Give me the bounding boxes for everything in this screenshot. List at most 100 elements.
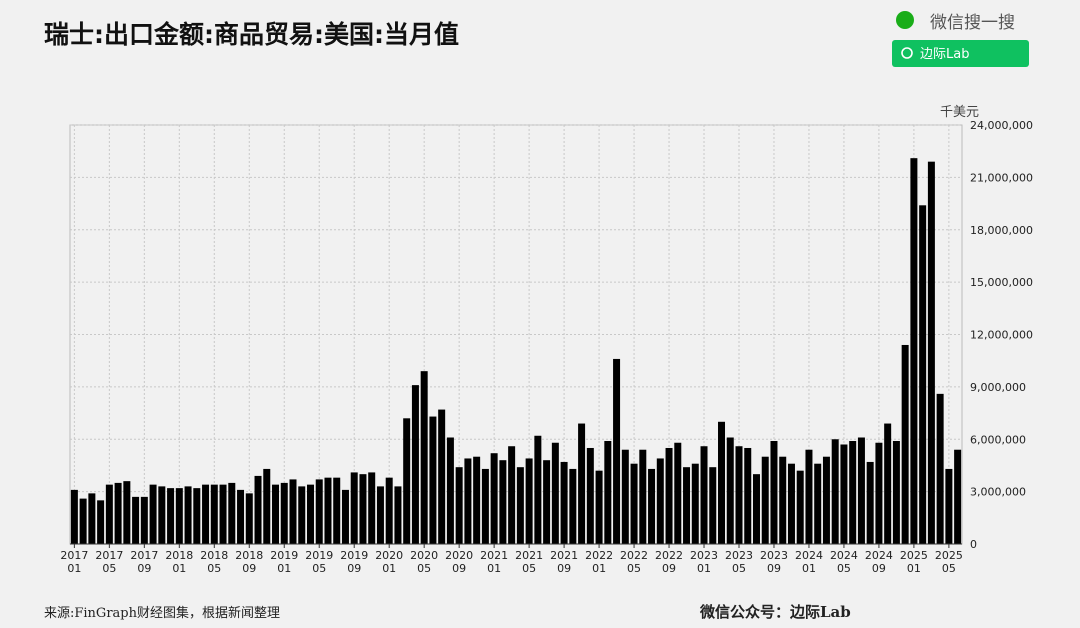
bar xyxy=(674,442,682,544)
bar xyxy=(910,158,918,544)
bar xyxy=(665,447,673,544)
bar xyxy=(175,488,183,544)
y-tick-label: 9,000,000 xyxy=(970,381,1026,394)
bar xyxy=(927,161,935,544)
bar xyxy=(70,489,78,544)
bar xyxy=(604,440,612,544)
search-button-label[interactable]: 边际Lab xyxy=(920,47,969,62)
x-tick-label: 2021 09 xyxy=(550,549,578,575)
bar xyxy=(639,449,647,544)
y-tick-label: 12,000,000 xyxy=(970,329,1033,342)
bar xyxy=(578,423,586,544)
bar xyxy=(901,344,909,544)
bar xyxy=(105,484,113,544)
bar xyxy=(543,460,551,544)
y-tick-label: 6,000,000 xyxy=(970,433,1026,446)
x-tick-label: 2019 01 xyxy=(270,549,298,575)
y-tick-label: 21,000,000 xyxy=(970,171,1033,184)
bar xyxy=(936,393,944,544)
unit-label: 千美元 xyxy=(940,105,979,120)
bar xyxy=(945,468,953,544)
bar xyxy=(534,435,542,544)
bar xyxy=(656,458,664,544)
y-tick-label: 0 xyxy=(970,538,977,551)
bar xyxy=(831,439,839,544)
bar xyxy=(770,440,778,544)
x-tick-label: 2017 05 xyxy=(95,549,123,575)
bar xyxy=(586,447,594,544)
bar xyxy=(691,463,699,544)
bar xyxy=(508,446,516,544)
bar xyxy=(621,449,629,544)
bar xyxy=(385,477,393,544)
bar xyxy=(630,463,638,544)
bar xyxy=(245,493,253,544)
bar xyxy=(525,458,533,544)
search-button[interactable] xyxy=(892,40,1029,67)
bar xyxy=(560,461,568,544)
x-tick-label: 2017 09 xyxy=(130,549,158,575)
bar xyxy=(840,444,848,544)
bar xyxy=(919,205,927,544)
bar xyxy=(551,442,559,544)
bar xyxy=(805,449,813,544)
x-tick-label: 2022 09 xyxy=(655,549,683,575)
bar xyxy=(866,461,874,544)
bar xyxy=(726,437,734,544)
bar xyxy=(613,358,621,544)
bar xyxy=(114,482,122,544)
bar xyxy=(446,437,454,544)
x-tick-label: 2025 05 xyxy=(935,549,963,575)
bar xyxy=(167,488,175,544)
bar xyxy=(376,486,384,544)
search-label: 微信搜一搜 xyxy=(930,13,1015,33)
bar xyxy=(499,460,507,544)
bar xyxy=(648,468,656,544)
bar xyxy=(403,418,411,544)
x-tick-label: 2017 01 xyxy=(60,549,88,575)
bar xyxy=(272,484,280,544)
bar xyxy=(796,470,804,544)
bar xyxy=(123,481,131,544)
bar xyxy=(683,467,691,544)
bar xyxy=(298,486,306,544)
bar xyxy=(140,496,148,544)
y-tick-label: 18,000,000 xyxy=(970,224,1033,237)
bar xyxy=(481,468,489,544)
bar xyxy=(237,489,245,544)
bar xyxy=(490,453,498,544)
bar xyxy=(595,470,603,544)
bar xyxy=(411,385,419,544)
x-tick-label: 2023 05 xyxy=(725,549,753,575)
x-tick-label: 2024 05 xyxy=(830,549,858,575)
bar xyxy=(455,467,463,544)
x-tick-label: 2019 09 xyxy=(340,549,368,575)
bar xyxy=(464,458,472,544)
bar xyxy=(88,493,96,544)
bar xyxy=(193,488,201,544)
bar xyxy=(709,467,717,544)
x-tick-label: 2020 09 xyxy=(445,549,473,575)
bar xyxy=(79,498,87,544)
bar xyxy=(875,442,883,544)
bar xyxy=(516,467,524,544)
bar xyxy=(228,482,236,544)
bar xyxy=(132,496,140,544)
x-tick-label: 2025 01 xyxy=(900,549,928,575)
footer: 微信公众号：边际Lab xyxy=(699,603,851,621)
bar xyxy=(779,456,787,544)
bar xyxy=(324,477,332,544)
bar xyxy=(892,440,900,544)
bar xyxy=(735,446,743,544)
x-tick-label: 2018 05 xyxy=(200,549,228,575)
bar xyxy=(429,416,437,544)
y-tick-label: 15,000,000 xyxy=(970,276,1033,289)
bar xyxy=(149,484,157,544)
x-tick-label: 2024 01 xyxy=(795,549,823,575)
bar xyxy=(219,484,227,544)
x-tick-label: 2023 01 xyxy=(690,549,718,575)
bar xyxy=(158,486,166,544)
x-tick-label: 2019 05 xyxy=(305,549,333,575)
